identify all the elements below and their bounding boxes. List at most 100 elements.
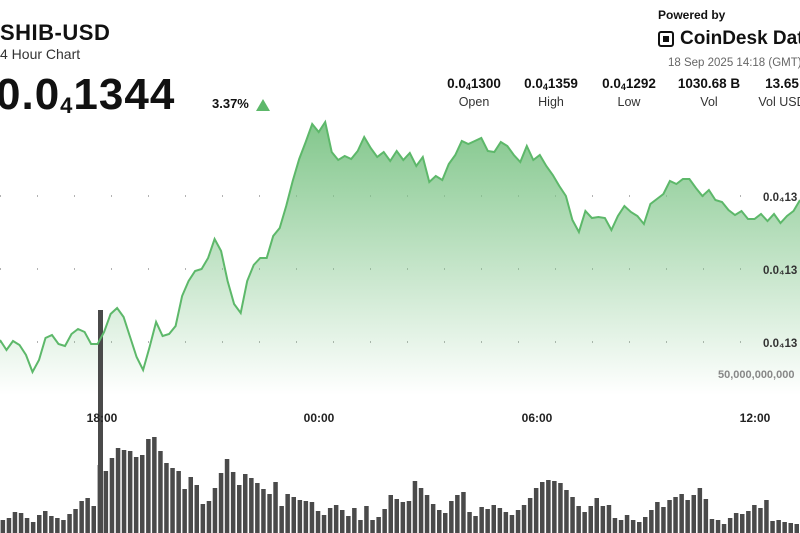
current-price: 0.041344: [0, 70, 175, 120]
volume-bar: [503, 512, 509, 533]
volume-bar: [655, 502, 660, 533]
stat-open: 0.041300 Open: [438, 76, 510, 109]
volume-scale-label: 50,000,000,000: [718, 369, 794, 381]
volume-bar: [758, 508, 763, 533]
chart-subtitle: 4 Hour Chart: [0, 46, 81, 62]
volume-bar: [321, 515, 327, 533]
volume-bar: [127, 451, 133, 533]
x-tick-label: 18:00: [87, 411, 118, 425]
volume-bar: [12, 512, 18, 533]
volume-bar: [606, 505, 612, 533]
volume-bar: [540, 482, 545, 533]
volume-bar: [352, 508, 357, 533]
volume-bar: [49, 516, 54, 533]
volume-bar: [437, 510, 442, 533]
volume-bar: [79, 501, 84, 533]
volume-bar: [473, 516, 478, 533]
volume-bar: [152, 437, 157, 533]
stat-label: Vol: [700, 95, 718, 109]
volume-bar: [261, 489, 266, 533]
volume-bar: [91, 506, 96, 533]
volume-bar: [30, 522, 36, 533]
volume-bar: [218, 473, 224, 533]
volume-bar: [746, 511, 751, 533]
stat-label: High: [538, 95, 564, 109]
volume-bar: [200, 504, 206, 533]
volume-bar: [667, 500, 672, 533]
volume-bar: [340, 510, 345, 533]
volume-bar: [449, 501, 454, 533]
stat-value: 13.65: [765, 76, 799, 91]
volume-bar: [782, 522, 787, 533]
volume-bar: [564, 490, 569, 533]
volume-bars: [0, 310, 799, 533]
volume-bar: [558, 483, 563, 533]
stat-label: Open: [458, 95, 490, 109]
powered-by: Powered by: [658, 8, 726, 22]
volume-bar: [418, 488, 424, 533]
volume-bar: [230, 472, 236, 533]
volume-bar: [140, 455, 145, 533]
volume-bar: [61, 520, 66, 533]
volume-bar: [267, 494, 272, 533]
volume-bar: [18, 513, 24, 533]
volume-bar: [364, 506, 369, 533]
volume-bar: [479, 507, 484, 533]
price-line: [0, 119, 800, 375]
coindesk-logo-icon: [658, 31, 674, 47]
stat-value: 0.041292: [602, 76, 656, 92]
stat-value: 1030.68 B: [677, 76, 741, 91]
y-tick-label: 0.0₄13: [763, 192, 797, 204]
volume-bar: [509, 515, 515, 533]
volume-bar: [764, 500, 769, 533]
triangle-up-icon: [256, 99, 270, 111]
volume-bar: [770, 521, 775, 533]
volume-bar: [158, 451, 163, 533]
volume-bar: [6, 518, 12, 533]
volume-bar: [103, 471, 109, 533]
volume-bar: [297, 500, 303, 533]
volume-bar: [588, 506, 593, 533]
volume-bar: [212, 488, 218, 533]
volume-bar: [552, 481, 557, 533]
volume-bar: [673, 497, 678, 533]
volume-bar: [691, 495, 696, 533]
x-tick-label: 06:00: [522, 411, 553, 425]
volume-bar: [612, 518, 618, 533]
volume-bar: [394, 499, 399, 533]
volume-bar: [109, 458, 115, 533]
symbol-title: SHIB-USD: [0, 20, 111, 45]
volume-bar: [497, 508, 503, 533]
stat-value: 0.041359: [524, 76, 578, 92]
volume-bar: [443, 513, 448, 533]
volume-bar: [643, 517, 648, 533]
volume-bar: [43, 511, 48, 533]
volume-bar: [485, 509, 490, 533]
volume-bar: [794, 524, 799, 533]
volume-bar: [461, 492, 466, 533]
volume-bar: [594, 498, 599, 533]
volume-bar: [600, 506, 606, 533]
stat-vol: 1030.68 B Vol: [670, 76, 748, 109]
volume-bar: [752, 505, 757, 533]
volume-bar: [115, 448, 121, 533]
volume-bar: [98, 310, 103, 533]
volume-bar: [685, 500, 690, 533]
volume-bar: [788, 523, 793, 533]
volume-bar: [727, 518, 733, 533]
volume-bar: [570, 497, 575, 533]
volume-bar: [388, 495, 393, 533]
volume-bar: [733, 513, 739, 533]
volume-bar: [182, 489, 187, 533]
volume-bar: [624, 515, 630, 533]
x-tick-label: 12:00: [740, 411, 771, 425]
volume-bar: [533, 488, 539, 533]
volume-bar: [703, 499, 709, 533]
volume-bar: [37, 515, 42, 533]
volume-bar: [249, 478, 254, 533]
y-tick-label: 0.0₄13: [763, 338, 797, 350]
price-change: 3.37%: [212, 96, 249, 111]
volume-bar: [527, 498, 533, 533]
volume-bar: [637, 522, 642, 533]
volume-bar: [0, 520, 6, 533]
